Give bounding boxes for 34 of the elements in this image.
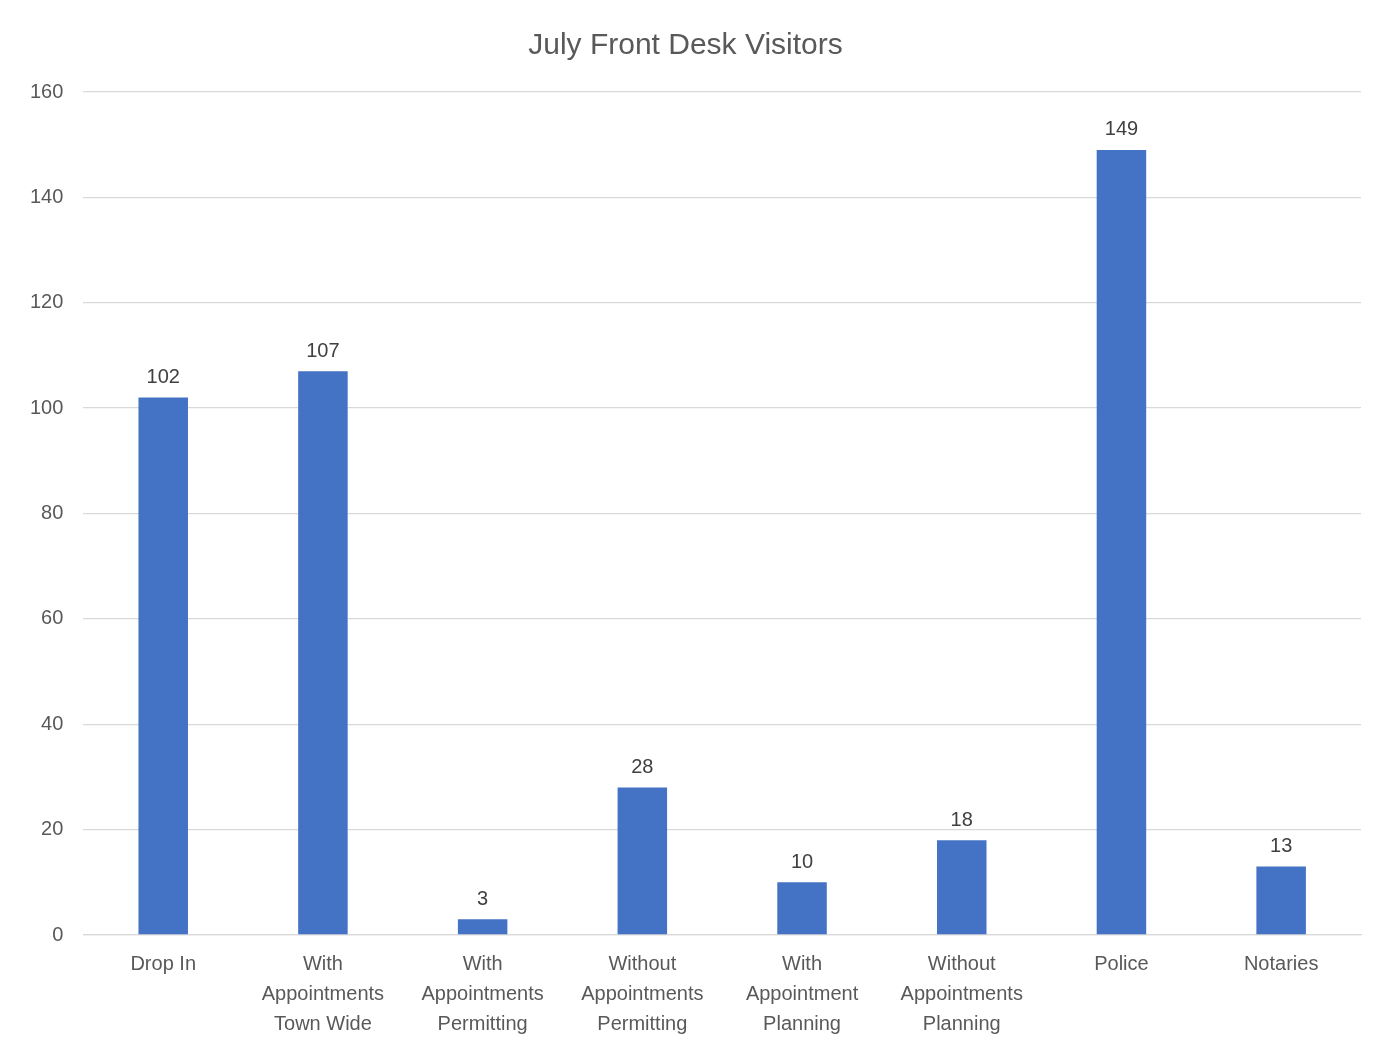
- y-tick-label: 100: [29, 395, 64, 418]
- x-tick-label: Drop In: [130, 951, 197, 974]
- x-tick-label: Police: [1094, 951, 1149, 974]
- bar: [457, 919, 508, 935]
- bar: [138, 397, 188, 935]
- y-tick-label: 120: [29, 290, 64, 313]
- x-tick-label: With Appointment Planning: [745, 951, 859, 1034]
- data-label: 107: [306, 338, 340, 361]
- bar: [617, 787, 668, 935]
- data-label: 10: [790, 849, 814, 872]
- x-tick-label: Notaries: [1243, 951, 1319, 974]
- data-label: 28: [631, 754, 654, 777]
- bar: [936, 840, 987, 935]
- data-label: 3: [477, 886, 489, 909]
- data-label: 18: [950, 807, 973, 830]
- y-tick-label: 0: [52, 922, 64, 945]
- bar: [1256, 866, 1306, 935]
- y-tick-label: 80: [41, 501, 64, 524]
- x-tick-label: Without Appointments Permitting: [581, 951, 704, 1034]
- data-label: 102: [146, 365, 180, 388]
- x-tick-label: With Appointments Permitting: [421, 951, 544, 1034]
- bar: [1096, 149, 1147, 935]
- y-tick-label: 160: [29, 79, 64, 102]
- chart-title: July Front Desk Visitors: [528, 27, 843, 61]
- x-tick-label: Without Appointments Planning: [900, 951, 1023, 1034]
- bar: [777, 882, 827, 935]
- data-label: 13: [1270, 834, 1293, 857]
- y-tick-label: 60: [41, 606, 64, 629]
- data-label: 149: [1104, 117, 1139, 140]
- y-tick-label: 40: [41, 711, 64, 734]
- y-tick-label: 20: [41, 817, 64, 840]
- bar: [298, 371, 348, 935]
- y-tick-label: 140: [29, 184, 64, 207]
- x-tick-label: With Appointments Town Wide: [261, 951, 385, 1034]
